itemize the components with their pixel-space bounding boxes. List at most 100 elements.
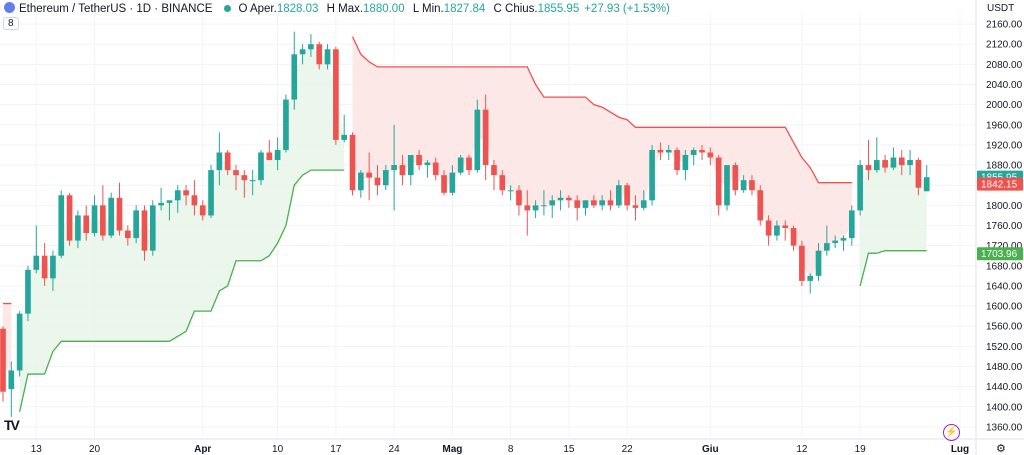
x-tick-label: 8	[508, 444, 514, 455]
candle-body	[432, 162, 439, 176]
candle	[191, 180, 198, 216]
candle	[832, 235, 839, 249]
candle-body	[291, 54, 298, 100]
candle-body	[615, 185, 622, 206]
candle-body	[790, 228, 797, 246]
candle	[549, 195, 556, 218]
candle-body	[907, 160, 913, 166]
candle-body	[349, 134, 356, 191]
candle-body	[541, 205, 547, 207]
candle	[133, 205, 139, 244]
candle-body	[166, 200, 173, 203]
candle-body	[707, 152, 714, 158]
candle-body	[516, 190, 522, 206]
y-tick-label: 2080.00	[986, 60, 1023, 71]
open-value: 1828.03	[276, 3, 319, 15]
candle	[890, 147, 897, 171]
price-label-text: 1703.96	[981, 249, 1018, 260]
candle	[715, 155, 722, 216]
candle	[815, 243, 822, 281]
candle	[740, 175, 747, 193]
candle-body	[665, 149, 672, 153]
x-tick-label: Lug	[951, 444, 969, 455]
candle	[424, 160, 431, 178]
x-tick-label: 15	[563, 444, 575, 455]
price-axis[interactable]: 1360.00 1400.00 1440.00 1480.00 1520.00 1560.…	[975, 0, 1023, 455]
low-value: 1827.84	[443, 3, 486, 15]
candle	[324, 44, 331, 70]
candle	[790, 225, 797, 251]
time-axis[interactable]: 13 20 Apr 10 17 24 Mag 8 15 22 Giu 12 19 Lug	[0, 438, 1024, 455]
candle	[233, 165, 239, 191]
trend-fill-areas	[3, 36, 927, 412]
candle	[83, 205, 90, 241]
x-tick-label: 12	[796, 444, 808, 455]
candle	[25, 265, 31, 322]
axis-unit[interactable]: USDT	[987, 3, 1015, 14]
candle-body	[466, 157, 472, 171]
candle-body	[873, 160, 880, 171]
candle	[358, 170, 364, 198]
candle	[316, 41, 323, 70]
high-label: H	[326, 3, 335, 15]
y-tick-label: 1800.00	[986, 201, 1023, 212]
candle-body	[757, 190, 764, 221]
candle	[258, 149, 264, 186]
candle	[199, 200, 206, 221]
y-tick-label: 1680.00	[986, 261, 1023, 272]
candle-body	[624, 185, 630, 206]
candle	[274, 137, 281, 171]
ethereum-logo-icon	[4, 2, 15, 13]
candle	[524, 190, 531, 236]
candles	[0, 31, 930, 417]
candle-body	[91, 205, 98, 234]
candle	[75, 210, 81, 249]
candle	[541, 190, 547, 216]
candle	[208, 165, 214, 218]
x-tick-label: 10	[272, 444, 284, 455]
y-tick-label: 1760.00	[986, 221, 1023, 232]
candle-body	[807, 275, 814, 281]
symbol-title[interactable]: Ethereum / TetherUS · 1D · BINANCE	[19, 3, 213, 15]
uptrend-fill	[19, 46, 345, 412]
gear-icon[interactable]: ⚙	[996, 443, 1006, 455]
candle-body	[848, 210, 855, 239]
candle	[516, 185, 522, 216]
candle-body	[832, 240, 839, 244]
x-tick-label: 24	[389, 444, 401, 455]
x-tick-label: Mag	[442, 444, 462, 455]
candle	[0, 326, 6, 402]
candle	[349, 132, 356, 196]
candle	[499, 170, 506, 196]
candle	[732, 162, 739, 196]
candle-body	[33, 255, 40, 270]
candle	[557, 190, 564, 211]
candle-body	[574, 200, 581, 208]
candle	[249, 170, 256, 196]
candle	[141, 205, 148, 261]
candle	[474, 99, 481, 173]
candle-body	[333, 49, 339, 140]
candle-body	[715, 157, 722, 206]
candle-body	[824, 243, 830, 251]
flash-icon[interactable]: ⚡	[943, 424, 960, 441]
candle-body	[382, 170, 389, 186]
candle-body	[308, 44, 314, 50]
candle	[100, 185, 106, 241]
candle-body	[274, 149, 281, 161]
candle	[566, 195, 572, 208]
candle-body	[133, 210, 139, 239]
y-tick-label: 2160.00	[986, 20, 1023, 31]
y-tick-label: 1920.00	[986, 140, 1023, 151]
indicator-badge[interactable]: 8	[3, 17, 19, 30]
price-label-box	[977, 247, 1023, 261]
candle	[507, 185, 514, 201]
candle-body	[649, 149, 655, 201]
y-tick-label: 1360.00	[986, 422, 1023, 433]
candle	[682, 149, 689, 181]
candle-body	[474, 109, 481, 171]
candle-body	[358, 172, 364, 191]
candle-body	[266, 152, 273, 161]
candle	[699, 144, 705, 161]
